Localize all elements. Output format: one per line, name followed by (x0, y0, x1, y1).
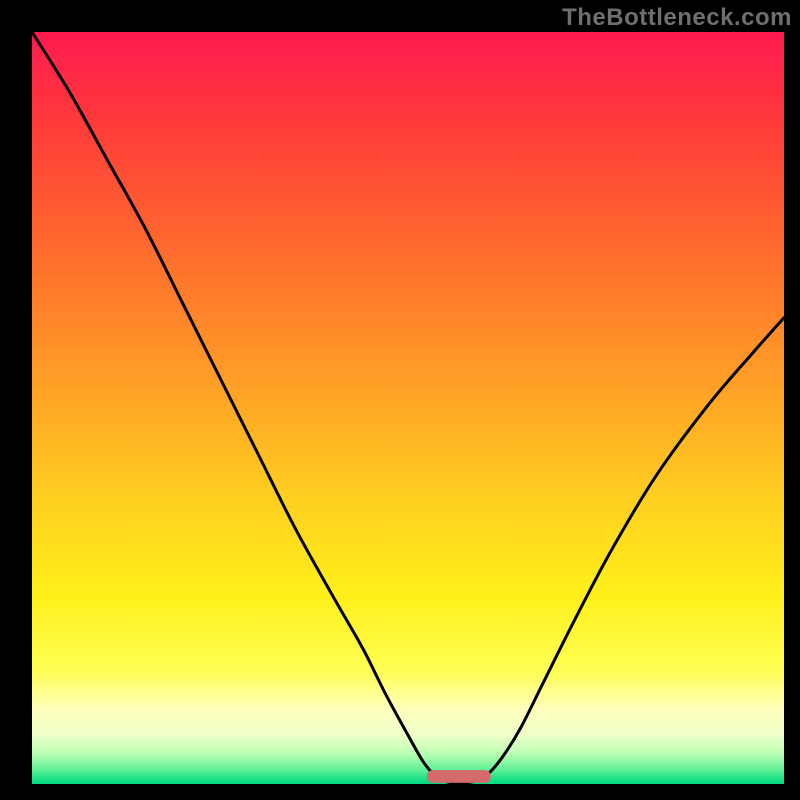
chart-gradient-background (32, 32, 784, 784)
optimal-range-marker (427, 770, 491, 783)
chart-container: TheBottleneck.com (0, 0, 800, 800)
bottleneck-chart (0, 0, 800, 800)
watermark-text: TheBottleneck.com (562, 4, 792, 32)
